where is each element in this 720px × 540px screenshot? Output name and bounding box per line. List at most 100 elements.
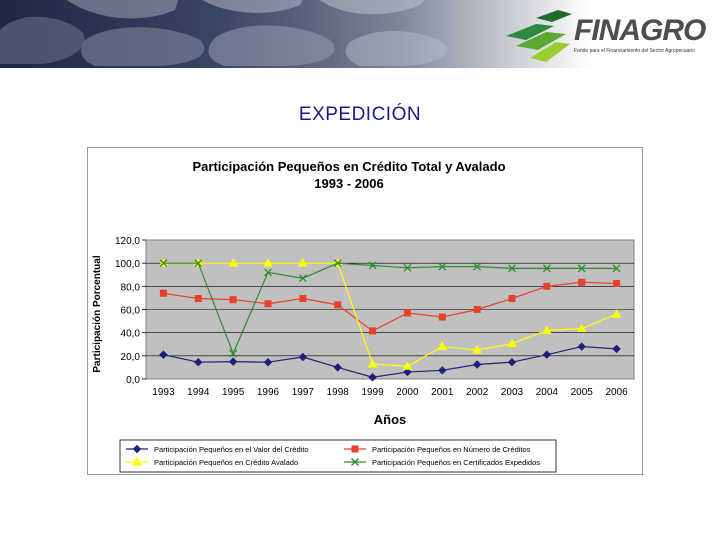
data-point [297,258,308,267]
marker-stroke [159,259,168,268]
data-point [298,274,307,283]
marker-stroke [368,261,377,270]
data-point [228,258,239,267]
data-point [612,264,621,273]
data-point [542,264,551,273]
marker-stroke [298,274,307,283]
data-point [228,357,238,366]
data-point [577,342,586,351]
x-tick-label: 2004 [536,387,559,398]
data-point [507,357,517,367]
y-tick-label: 80,0 [121,282,141,293]
legend-box [119,439,557,473]
data-point [367,358,378,368]
y-tick-label: 60,0 [121,306,141,317]
data-point [263,357,273,367]
data-point [437,341,448,351]
data-point [159,259,168,268]
legend-marker [351,458,359,466]
x-tick-label: 2000 [396,387,419,398]
y-axis-label: Participación Porcentual [92,255,103,372]
marker-stroke [194,259,203,268]
data-point [473,306,481,313]
y-tick-label: 120,0 [115,236,140,247]
data-point [402,361,413,370]
data-point [194,259,203,268]
logo-name: FINAGRO [574,14,706,47]
x-tick-label: 1993 [152,387,175,398]
x-axis-label: Años [374,412,407,427]
data-point [194,294,202,302]
data-point [508,294,516,302]
series-line-1 [163,345,617,378]
data-point [578,278,586,286]
data-point [333,259,342,268]
legend: Participación Pequeños en el Valor del C… [119,439,557,473]
x-tick-label: 2005 [571,387,594,398]
series-line-3 [163,262,617,367]
data-point [508,264,516,273]
data-point [576,323,587,333]
page-title: EXPEDICIÓN [298,104,422,125]
data-point [543,282,551,290]
x-tick-label: 1997 [292,387,315,398]
marker-stroke [577,264,586,273]
legend-label: Participación Pequeños en Número de Créd… [372,445,531,454]
data-point [194,357,203,367]
marker-stroke [351,458,359,466]
data-point [264,268,272,277]
data-point [368,261,377,270]
header-banner: FINAGRO Fondo para el Financiamiento del… [0,0,720,68]
x-tick-label: 2006 [605,387,628,398]
data-point [438,366,447,375]
data-point [542,350,552,359]
x-tick-label: 1998 [327,387,350,398]
line-chart: Participación Pequeños en Crédito Total … [92,159,635,473]
data-point [368,373,377,382]
marker-stroke [403,263,412,272]
x-tick-label: 2003 [501,387,524,398]
finagro-logo: FINAGRO Fondo para el Financiamiento del… [496,6,706,64]
data-point [438,313,446,321]
data-point [438,262,447,271]
x-tick-label: 1994 [187,387,210,398]
data-point [299,294,307,302]
data-point [159,289,167,297]
marker-stroke [264,268,272,277]
series-line-4 [163,262,617,356]
data-point [229,349,238,358]
plot-area: 0,0 20,0 40,0 60,0 80,0 100,0 120,0 1993 1994 199… [115,236,635,398]
data-point [403,367,412,377]
y-tick-label: 40,0 [121,329,141,340]
legend-label: Participación Pequeños en Crédito Avalad… [154,458,298,467]
chart-subtitle: 1993 - 2006 [314,176,383,191]
data-point [473,262,482,271]
x-tick-label: 1996 [257,387,280,398]
data-point [611,309,622,318]
data-point [334,301,342,309]
legend-marker [132,456,142,466]
marker-stroke [229,349,238,358]
marker-stroke [473,262,482,271]
data-point [612,344,621,354]
data-point [507,338,517,348]
marker-stroke [542,264,551,273]
x-tick-label: 1995 [222,387,245,398]
data-point [333,363,342,372]
x-tick-label: 2001 [431,387,454,398]
marker-stroke [612,264,621,273]
data-point [159,350,168,359]
data-point [613,279,621,287]
legend-marker [351,445,359,453]
finagro-leaf-icon [506,10,572,62]
marker-stroke [508,264,516,273]
chart-title: Participación Pequeños en Crédito Total … [192,159,505,174]
legend-label: Participación Pequeños en Certificados E… [372,458,540,467]
data-point [577,264,586,273]
logo-subtitle: Fondo para el Financiamiento del Sector … [574,48,695,54]
y-tick-label: 100,0 [115,259,140,270]
data-point [472,345,483,354]
legend-marker [132,444,142,454]
data-point [298,352,308,362]
x-tick-label: 1999 [361,387,384,398]
